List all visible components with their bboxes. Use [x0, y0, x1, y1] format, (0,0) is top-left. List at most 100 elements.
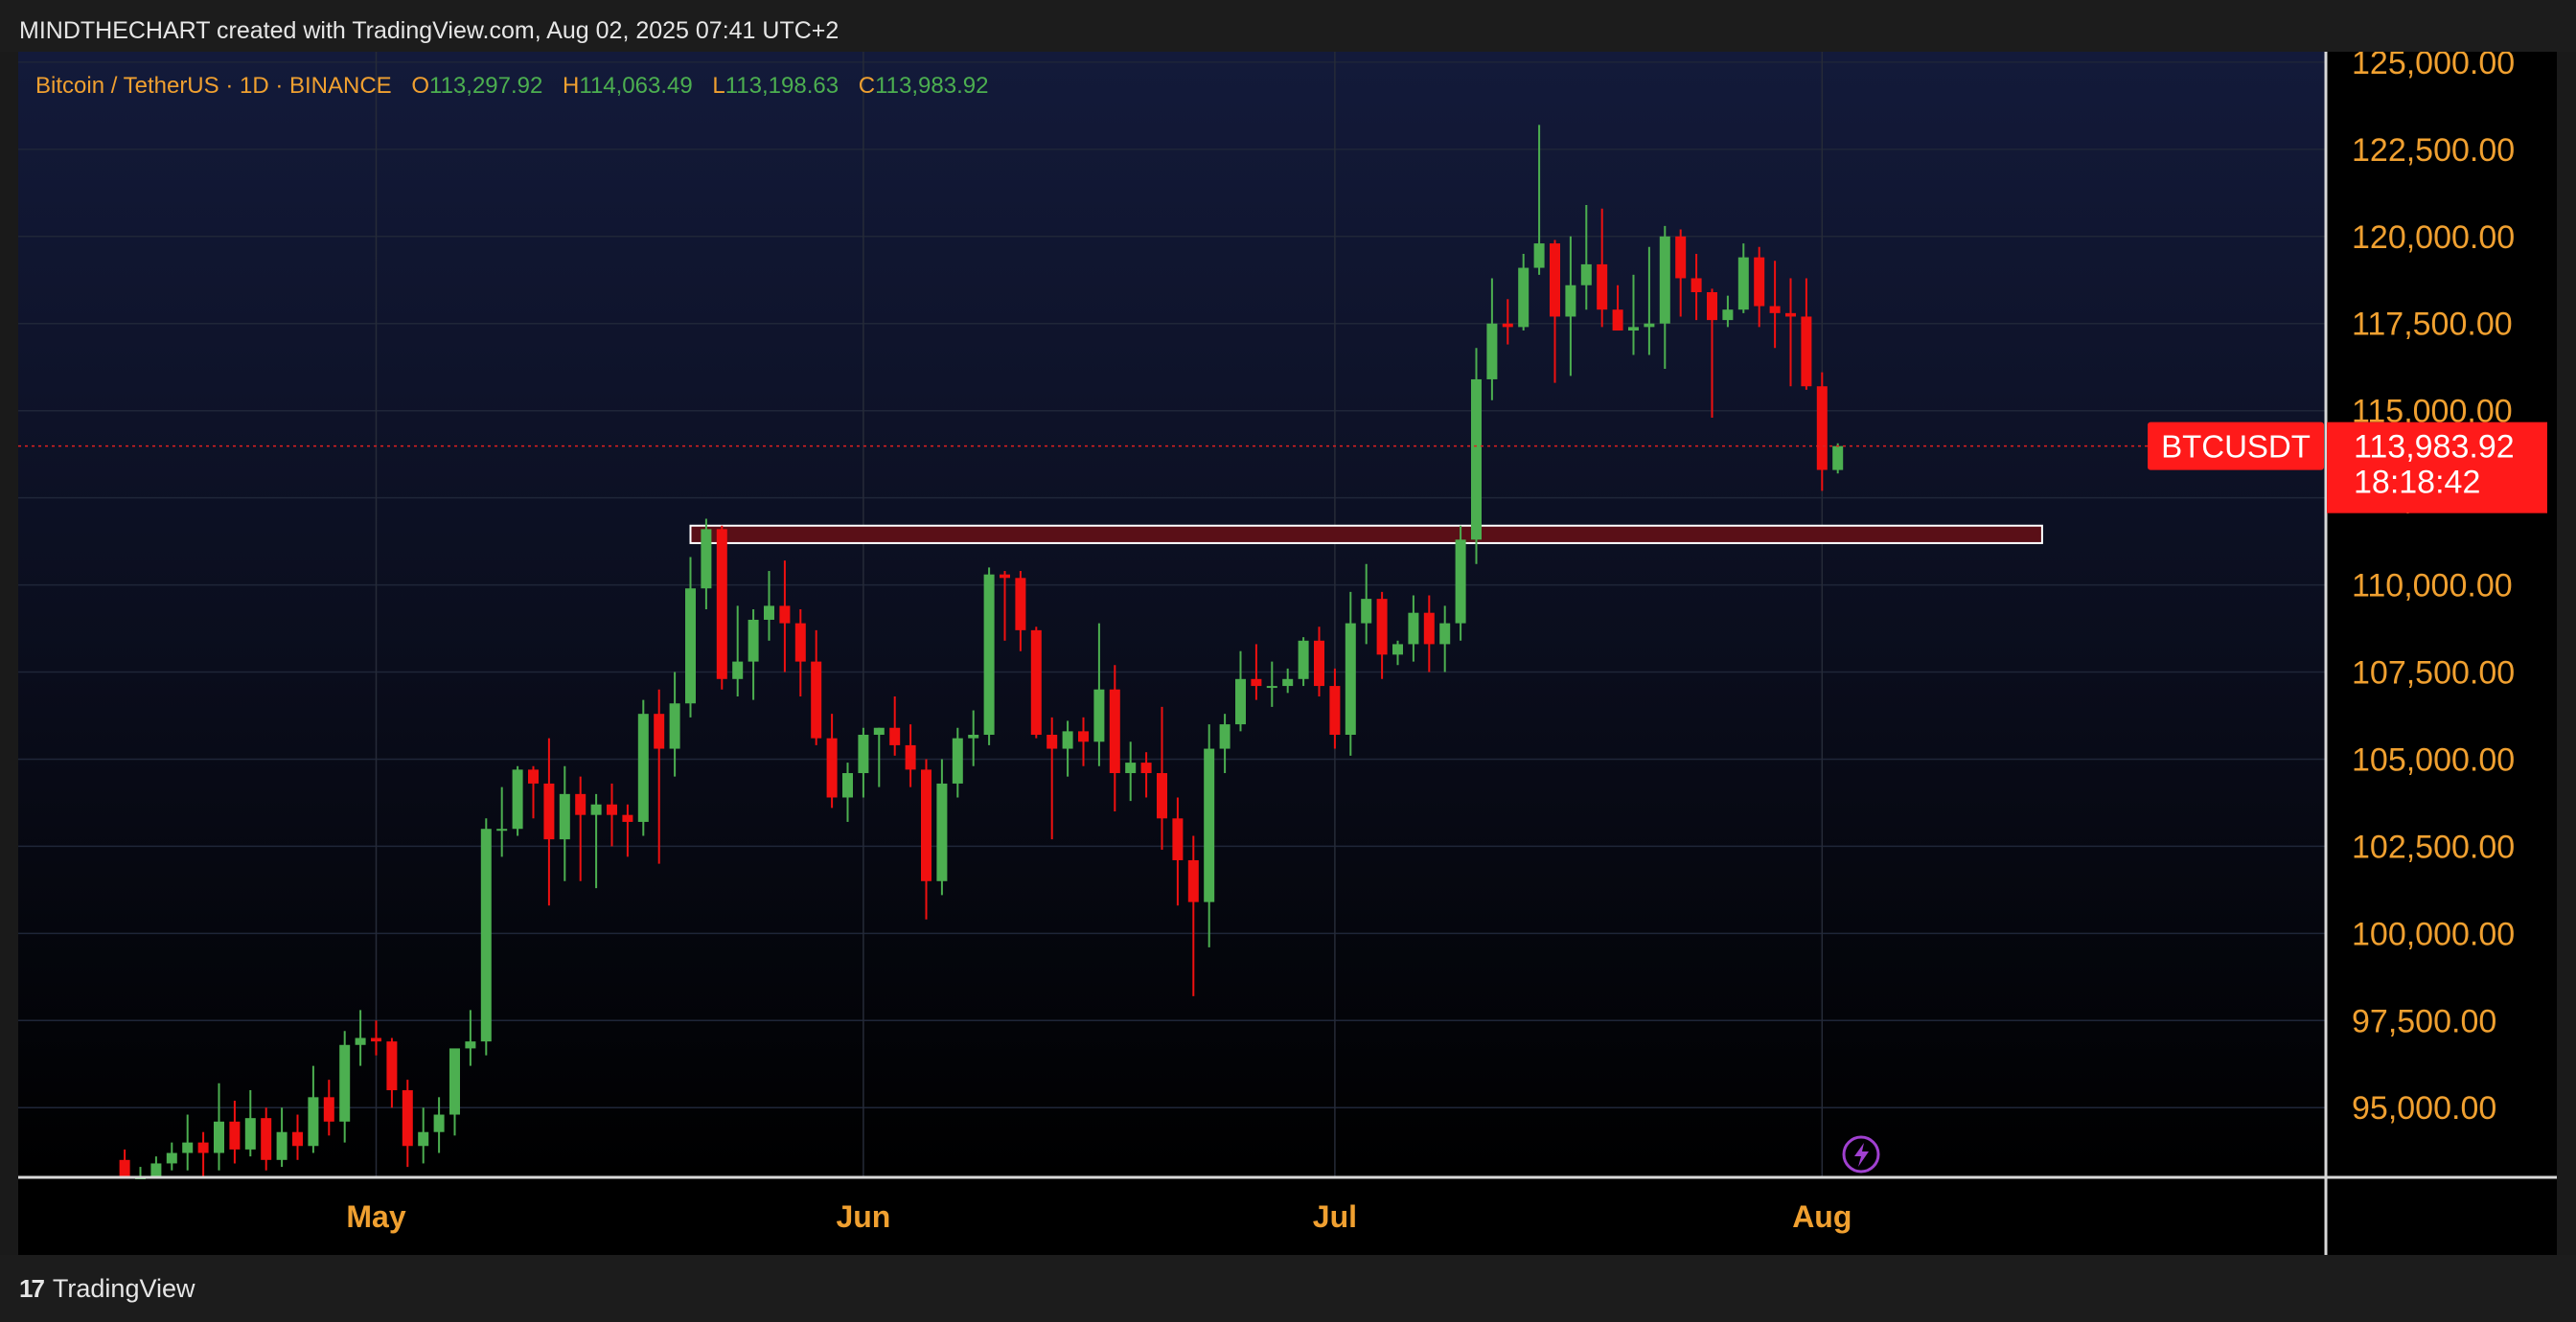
- candle-down: [1612, 285, 1623, 331]
- candle-up: [936, 759, 948, 896]
- candle-body: [543, 783, 555, 840]
- price-axis[interactable]: 125,000.00 122,500.00 120,000.00 117,500.00…: [2352, 52, 2515, 1127]
- candle-down: [229, 1100, 241, 1164]
- candle-down: [622, 804, 633, 857]
- candle-body: [1769, 306, 1781, 313]
- candle-body: [1408, 612, 1419, 645]
- lightning-icon[interactable]: [1854, 1143, 1869, 1167]
- candle-up: [1093, 623, 1105, 766]
- candle-up: [449, 1048, 460, 1136]
- price-tick-label: 125,000.00: [2352, 52, 2515, 81]
- candle-up: [1628, 274, 1639, 355]
- candle-body: [512, 769, 523, 830]
- candle-body: [229, 1121, 241, 1150]
- current-price-label: 113,983.92: [2354, 429, 2515, 466]
- alert-icon[interactable]: [1842, 1135, 1880, 1174]
- candle-body: [1644, 323, 1655, 328]
- candle-body: [119, 1159, 130, 1177]
- zone-layer: [689, 524, 2043, 544]
- candle-body: [1392, 644, 1403, 655]
- candle-body: [1172, 818, 1184, 860]
- candle-up: [1204, 724, 1215, 947]
- candle-body: [1518, 267, 1530, 328]
- candle-down: [1329, 668, 1341, 749]
- candle-body: [402, 1090, 413, 1147]
- candle-body: [1533, 243, 1545, 268]
- candle-body: [449, 1048, 460, 1115]
- candle-body: [1565, 285, 1576, 317]
- candle-body: [858, 735, 869, 774]
- candle-down: [1172, 797, 1184, 906]
- candle-body: [654, 714, 665, 749]
- candle-down: [1078, 717, 1089, 766]
- alert-icon-ring[interactable]: [1842, 1135, 1880, 1174]
- candle-down: [826, 714, 838, 809]
- price-tick-label: 122,500.00: [2352, 132, 2515, 169]
- tradingview-brand[interactable]: 17 TradingView: [19, 1274, 196, 1304]
- candle-up: [842, 763, 853, 822]
- candle-body: [983, 574, 995, 736]
- candle-body: [1659, 236, 1670, 324]
- candle-body: [1439, 623, 1451, 645]
- candle-up: [182, 1114, 194, 1171]
- candle-up: [244, 1090, 256, 1157]
- time-axis[interactable]: May Jun Jul Aug: [346, 1199, 1852, 1234]
- candle-up: [1565, 236, 1576, 376]
- symbol-tag-label: BTCUSDT: [2161, 429, 2311, 465]
- candle-body: [1612, 309, 1623, 331]
- candle-body: [1046, 735, 1058, 749]
- price-tick-label: 120,000.00: [2352, 219, 2515, 256]
- candle-body: [1722, 309, 1734, 321]
- candle-up: [1219, 714, 1230, 774]
- candle-down: [811, 629, 822, 745]
- candle-body: [1204, 748, 1215, 902]
- candle-body: [1125, 763, 1137, 774]
- candle-body: [748, 619, 759, 662]
- candle-body: [371, 1037, 381, 1042]
- candle-body: [1754, 257, 1765, 307]
- candle-body: [1140, 763, 1152, 774]
- candle-body: [716, 529, 727, 679]
- candle-down: [1707, 288, 1717, 418]
- candle-body: [465, 1041, 476, 1049]
- candle-up: [1125, 741, 1137, 802]
- candle-down: [371, 1020, 381, 1056]
- candle-down: [1140, 752, 1152, 798]
- candle-body: [1675, 236, 1687, 279]
- ohlc-legend: Bitcoin / TetherUS · 1D · BINANCE O113,2…: [35, 73, 988, 99]
- candle-up: [308, 1065, 319, 1153]
- candle-body: [1690, 278, 1702, 293]
- bar-countdown: 18:18:42: [2354, 465, 2480, 501]
- author-name[interactable]: MINDTHECHART: [19, 17, 211, 44]
- tradingview-brand-name: TradingView: [52, 1274, 196, 1303]
- candle-down: [1157, 706, 1167, 851]
- candle-body: [480, 829, 492, 1042]
- close-value: 113,983.92: [875, 73, 988, 99]
- candle-body: [779, 605, 791, 624]
- candle-up: [1298, 637, 1309, 687]
- candlestick-chart[interactable]: 125,000.00 122,500.00 120,000.00 117,500.00…: [18, 52, 2557, 1255]
- candle-down: [607, 783, 617, 847]
- candle-body: [386, 1041, 398, 1091]
- candle-down: [1816, 372, 1828, 491]
- candle-up: [1408, 595, 1419, 662]
- candle-up: [701, 518, 712, 610]
- candle-up: [1518, 253, 1530, 331]
- candle-up: [1580, 205, 1592, 310]
- candle-down: [261, 1107, 272, 1171]
- price-tick-label: 110,000.00: [2352, 568, 2513, 604]
- candle-up: [764, 571, 774, 641]
- candle-body: [1187, 859, 1199, 902]
- candle-body: [794, 623, 806, 662]
- candle-body: [292, 1131, 303, 1147]
- candle-body: [842, 773, 853, 798]
- symbol-description[interactable]: Bitcoin / TetherUS · 1D · BINANCE: [35, 73, 392, 99]
- candle-up: [590, 793, 602, 889]
- candle-body: [1816, 386, 1828, 470]
- candle-body: [528, 769, 539, 784]
- candle-body: [496, 829, 508, 832]
- candle-body: [1580, 263, 1592, 285]
- candle-up: [1471, 348, 1482, 564]
- candle-up: [559, 765, 570, 881]
- candle-down: [1046, 717, 1058, 840]
